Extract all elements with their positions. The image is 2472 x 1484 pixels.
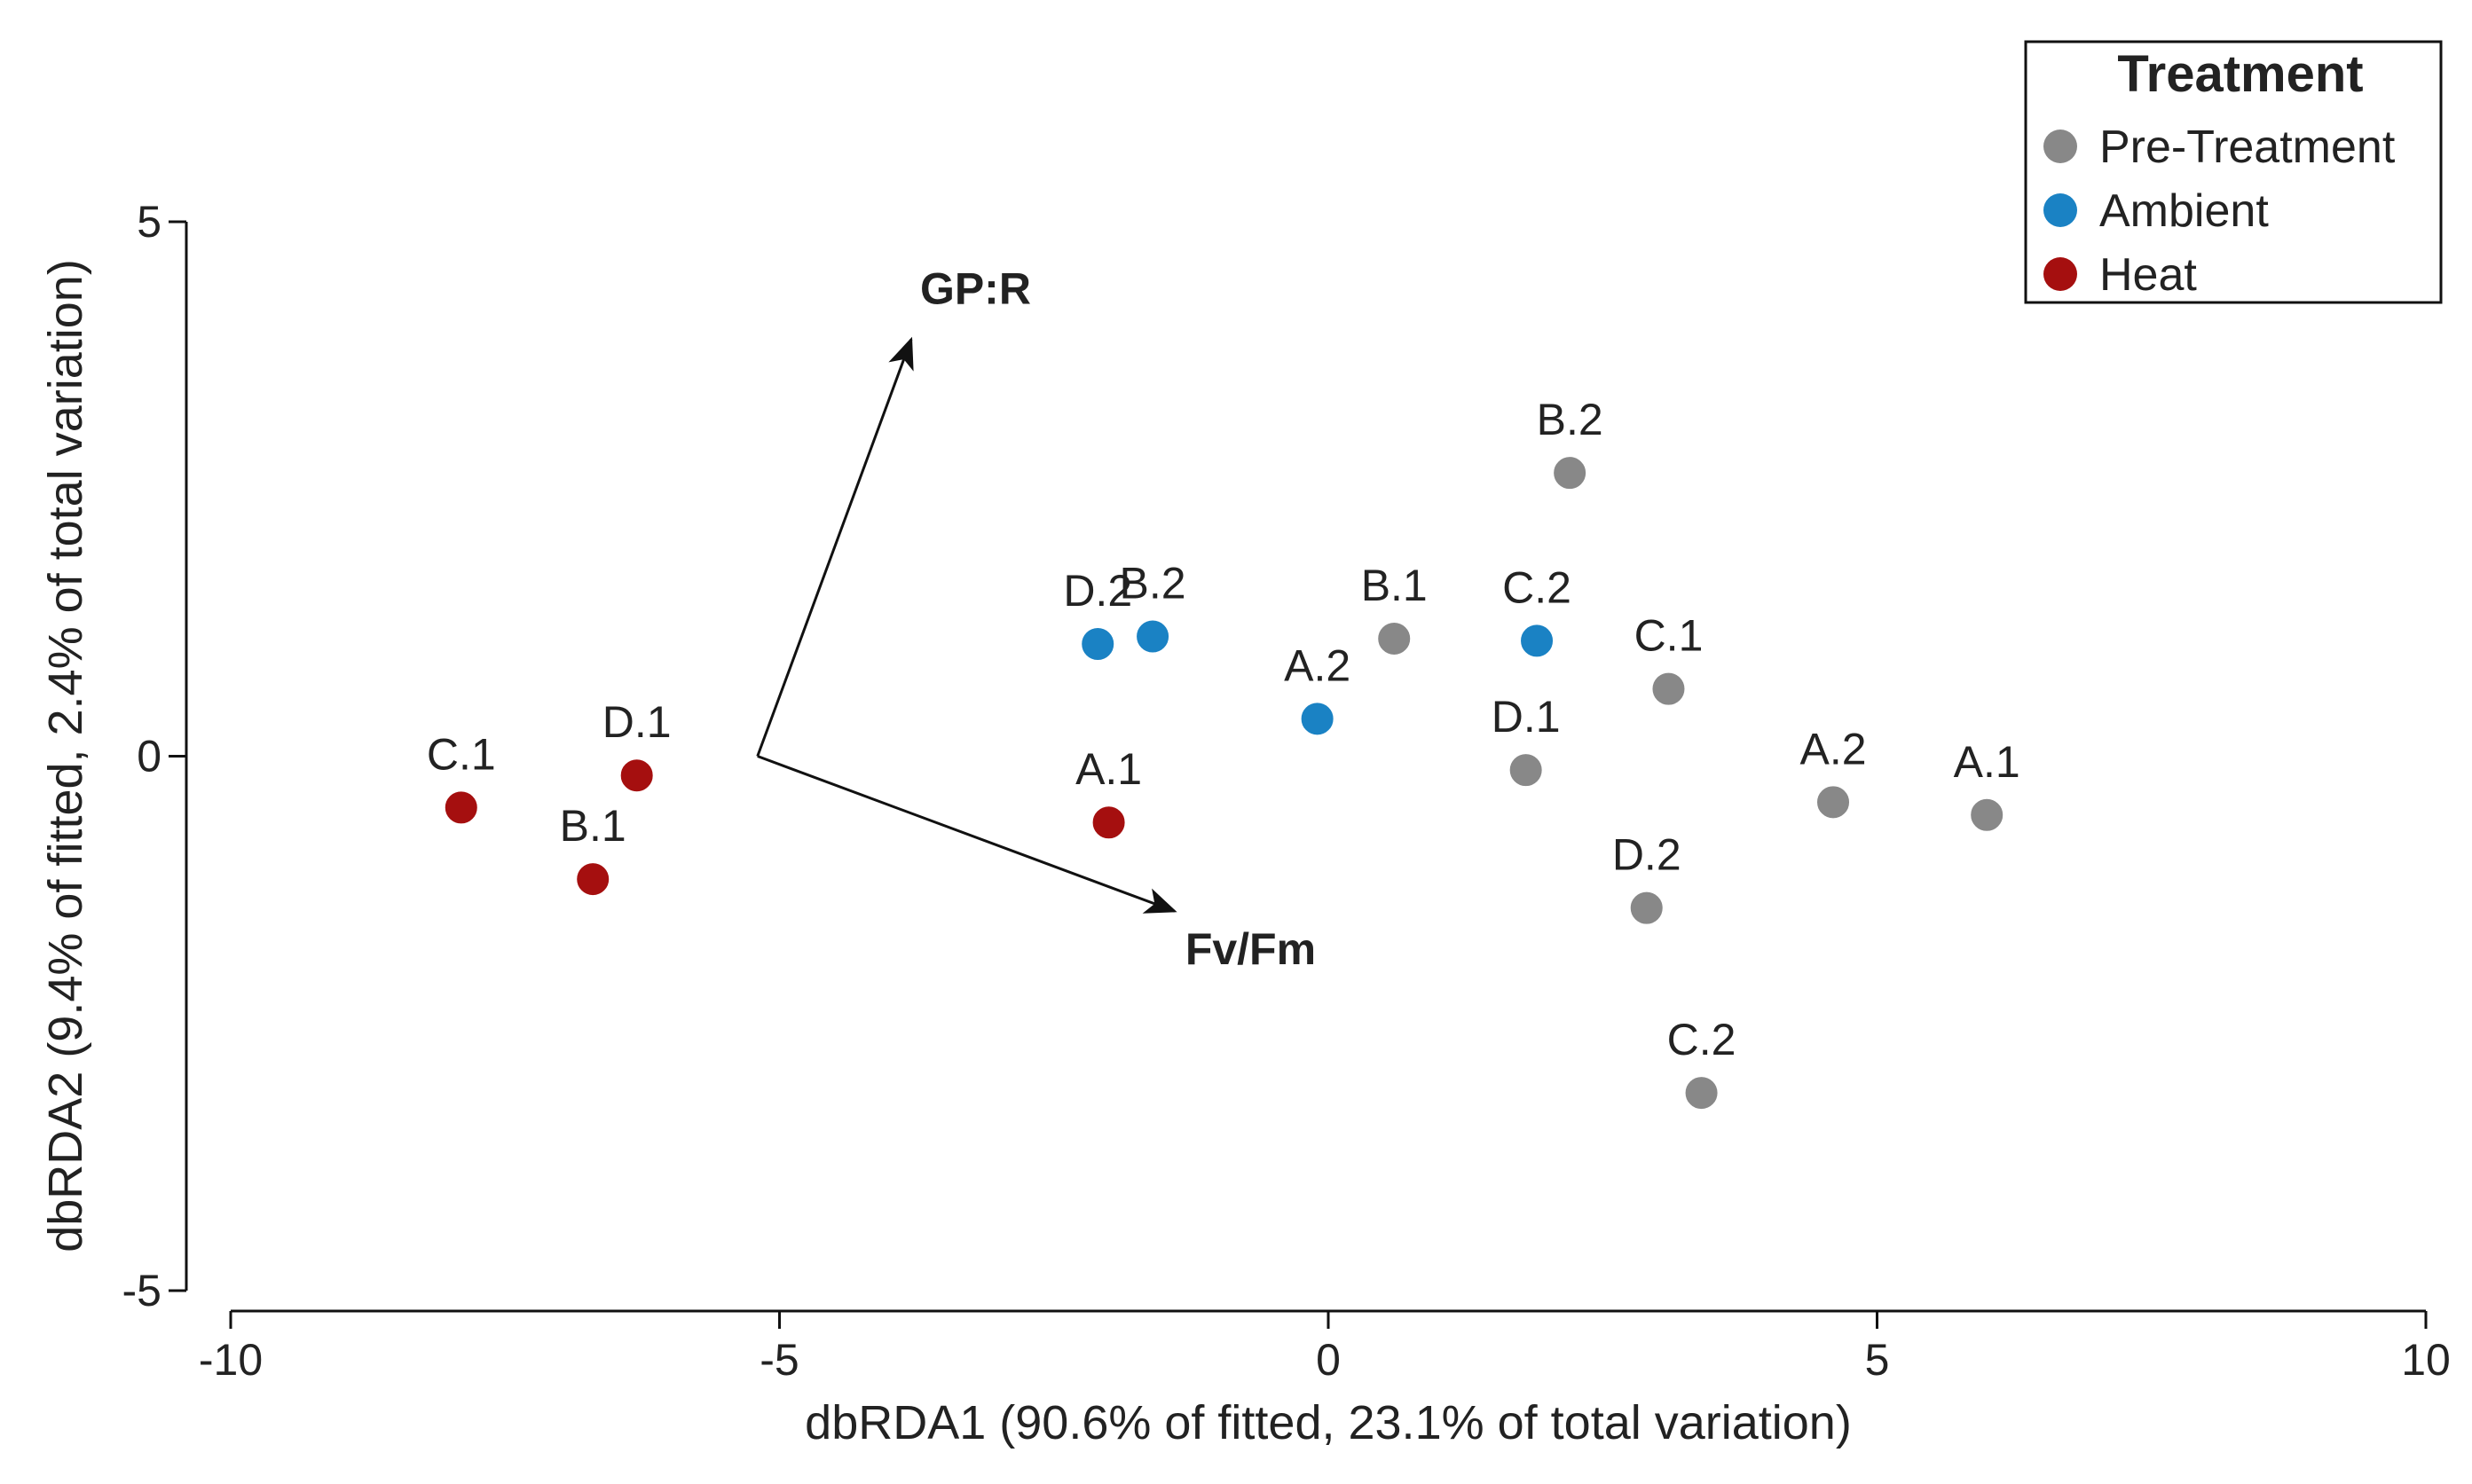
legend-title: Treatment bbox=[2117, 45, 2363, 103]
point-label: D.2 bbox=[1063, 566, 1132, 616]
data-point bbox=[1628, 890, 1665, 926]
point-label: C.1 bbox=[427, 729, 496, 779]
vector-arrows: GP:R Fv/Fm bbox=[756, 264, 1316, 974]
x-tick-label: 0 bbox=[1316, 1335, 1341, 1385]
x-tick-label: -5 bbox=[760, 1335, 799, 1385]
x-tick-label: 10 bbox=[2401, 1335, 2451, 1385]
point-label: B.1 bbox=[1361, 561, 1428, 610]
point-label: A.2 bbox=[1799, 724, 1866, 773]
data-point bbox=[1552, 455, 1588, 491]
x-axis-label: dbRDA1 (90.6% of fitted, 23.1% of total … bbox=[805, 1396, 1852, 1449]
y-tick-label: 0 bbox=[137, 732, 161, 781]
x-tick-label: -10 bbox=[199, 1335, 263, 1385]
point-label: A.1 bbox=[1075, 744, 1142, 794]
x-tick-label: 5 bbox=[1865, 1335, 1890, 1385]
point-label: B.1 bbox=[560, 801, 626, 851]
legend-entry-label: Ambient bbox=[2099, 185, 2269, 237]
vector-arrow-gp-r bbox=[756, 336, 914, 758]
point-label: C.2 bbox=[1667, 1015, 1736, 1064]
point-label: C.2 bbox=[1502, 562, 1571, 612]
data-point bbox=[1650, 671, 1687, 707]
legend-marker bbox=[2043, 130, 2077, 163]
legend-marker bbox=[2043, 193, 2077, 227]
vector-label: Fv/Fm bbox=[1185, 924, 1316, 974]
data-point bbox=[1376, 620, 1413, 656]
legend-entries: Pre-Treatment Ambient Heat bbox=[2043, 122, 2396, 301]
y-axis-label: dbRDA2 (9.4% of fitted, 2.4% of total va… bbox=[39, 259, 92, 1252]
point-label: D.2 bbox=[1612, 830, 1681, 880]
point-label: A.1 bbox=[1954, 737, 2020, 787]
point-label: D.1 bbox=[1492, 692, 1561, 742]
axes: -5 0 5 -10 -5 0 5 10 bbox=[122, 197, 2451, 1385]
point-label: A.2 bbox=[1284, 640, 1350, 690]
data-point bbox=[1815, 784, 1852, 821]
vector-arrow-fv-fm bbox=[757, 755, 1177, 914]
point-label: B.2 bbox=[1120, 559, 1186, 609]
legend: Treatment Pre-Treatment Ambient Heat bbox=[2024, 40, 2443, 304]
data-point bbox=[1683, 1075, 1720, 1111]
data-points: B.2B.1C.1D.1A.2 A.1D.2C.2D.2B.2A.2C.2C.1D… bbox=[427, 395, 2020, 1111]
data-point bbox=[1080, 625, 1116, 662]
data-point bbox=[1135, 618, 1171, 655]
y-axis-ticks: -5 0 5 bbox=[122, 197, 186, 1315]
vector-label: GP:R bbox=[920, 264, 1031, 314]
legend-marker bbox=[2043, 257, 2077, 291]
legend-box bbox=[2024, 40, 2443, 304]
data-point bbox=[443, 789, 479, 826]
data-point bbox=[575, 861, 611, 898]
point-label: D.1 bbox=[602, 697, 672, 747]
legend-entry-label: Heat bbox=[2099, 249, 2197, 301]
data-point bbox=[1969, 797, 2005, 833]
data-point bbox=[1508, 752, 1544, 789]
data-point bbox=[1090, 805, 1127, 841]
point-label: B.2 bbox=[1537, 395, 1603, 444]
data-point bbox=[1519, 623, 1555, 659]
data-point bbox=[1299, 701, 1335, 737]
x-axis-ticks: -10 -5 0 5 10 bbox=[199, 1311, 2451, 1385]
y-tick-label: -5 bbox=[122, 1266, 161, 1315]
data-point bbox=[618, 758, 655, 794]
point-label: C.1 bbox=[1634, 611, 1704, 661]
y-tick-label: 5 bbox=[137, 197, 161, 247]
legend-entry-label: Pre-Treatment bbox=[2099, 122, 2396, 173]
